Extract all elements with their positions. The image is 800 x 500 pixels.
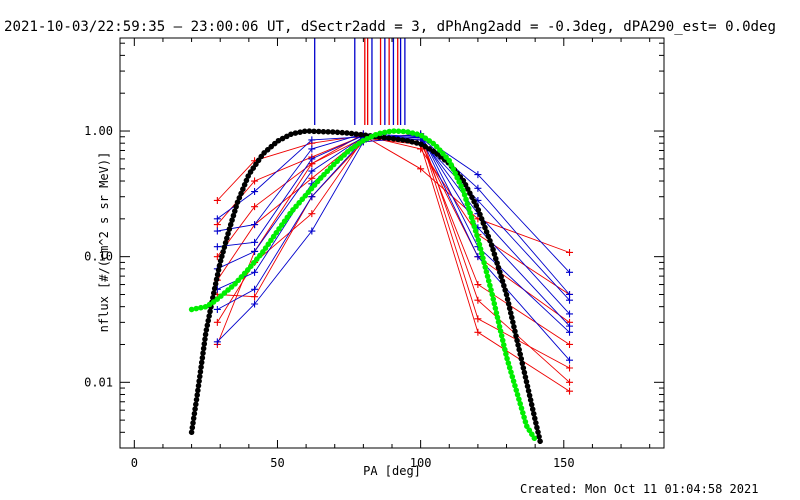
series-7 bbox=[213, 132, 574, 276]
plus-point bbox=[308, 136, 316, 144]
plus-point bbox=[251, 247, 259, 255]
plus-point bbox=[308, 227, 316, 235]
plus-point bbox=[251, 177, 259, 185]
plus-point bbox=[251, 221, 259, 229]
created-timestamp: Created: Mon Oct 11 01:04:58 2021 bbox=[520, 482, 758, 496]
plus-point bbox=[308, 193, 316, 201]
x-tick-label: 50 bbox=[270, 456, 284, 470]
plus-point bbox=[474, 184, 482, 192]
plus-point bbox=[474, 253, 482, 261]
plus-point bbox=[566, 268, 574, 276]
plus-point bbox=[213, 318, 221, 326]
plus-point bbox=[566, 364, 574, 372]
plus-point bbox=[213, 243, 221, 251]
series-2 bbox=[213, 130, 574, 326]
vertical-markers bbox=[314, 38, 406, 125]
plus-point bbox=[251, 268, 259, 276]
green-dotted-curve bbox=[188, 128, 538, 443]
x-tick-label: 150 bbox=[553, 456, 575, 470]
dotted-curve-path bbox=[188, 128, 538, 443]
plus-point bbox=[474, 328, 482, 336]
series-9 bbox=[213, 132, 574, 304]
plus-point bbox=[251, 188, 259, 196]
plus-point bbox=[474, 296, 482, 304]
plus-point bbox=[213, 196, 221, 204]
plot-frame bbox=[119, 37, 665, 449]
plus-point bbox=[251, 285, 259, 293]
plus-point bbox=[566, 356, 574, 364]
plus-point bbox=[474, 281, 482, 289]
plus-point bbox=[566, 296, 574, 304]
plus-point bbox=[566, 340, 574, 348]
series-line bbox=[217, 136, 570, 315]
y-tick-label: 1.00 bbox=[84, 124, 113, 138]
series-line bbox=[216, 135, 570, 295]
series-3 bbox=[213, 133, 574, 348]
dotted-curve-path bbox=[188, 128, 544, 448]
plus-point bbox=[213, 215, 221, 223]
y-tick-label: 0.10 bbox=[84, 250, 113, 264]
plus-point bbox=[308, 145, 316, 153]
plus-point bbox=[251, 293, 259, 301]
plus-point bbox=[308, 155, 316, 163]
plus-point bbox=[308, 167, 316, 175]
series-line bbox=[217, 135, 570, 301]
plus-point bbox=[566, 310, 574, 318]
plus-point bbox=[566, 248, 574, 256]
y-tick-label: 0.01 bbox=[84, 375, 113, 389]
plus-point bbox=[251, 203, 259, 211]
black-dotted-curve bbox=[188, 128, 544, 448]
plus-point bbox=[474, 171, 482, 179]
plus-point bbox=[213, 305, 221, 313]
plot-marks bbox=[188, 38, 574, 448]
plus-point bbox=[566, 328, 574, 336]
plus-point bbox=[474, 315, 482, 323]
series-10 bbox=[213, 133, 574, 318]
axes: 0 50 100 150 0.01 0.10 1.00 bbox=[84, 38, 664, 470]
x-tick-label: 0 bbox=[131, 456, 138, 470]
y-axis-label: nflux [#/(cm^2 s sr MeV)] bbox=[97, 152, 111, 333]
series-line bbox=[216, 135, 570, 253]
plus-point bbox=[213, 227, 221, 235]
x-tick-label: 100 bbox=[410, 456, 432, 470]
plus-point bbox=[251, 238, 259, 246]
x-axis-label: PA [deg] bbox=[363, 464, 421, 478]
plus-point bbox=[308, 210, 316, 218]
plus-point bbox=[213, 338, 221, 346]
plus-point bbox=[251, 300, 259, 308]
plus-point bbox=[566, 378, 574, 386]
chart-title: 2021-10-03/22:59:35 — 23:00:06 UT, dSect… bbox=[4, 19, 776, 35]
plus-point bbox=[566, 322, 574, 330]
plus-point bbox=[417, 165, 425, 173]
series-line bbox=[217, 135, 570, 327]
plus-point bbox=[566, 387, 574, 395]
